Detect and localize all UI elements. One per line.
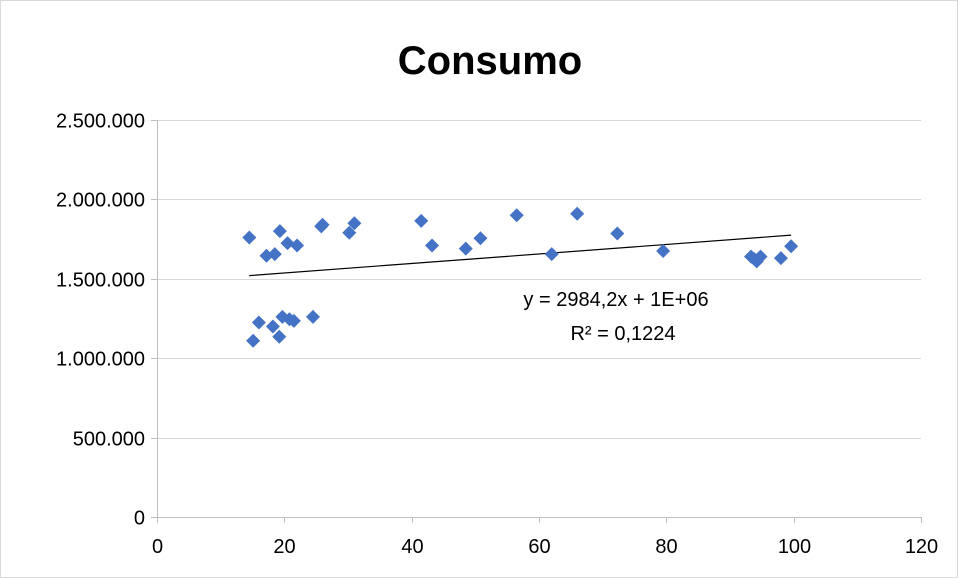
data-point-marker <box>280 236 295 251</box>
data-point-marker <box>272 329 287 344</box>
data-point-marker <box>265 319 280 334</box>
data-point-marker <box>773 251 788 266</box>
y-tick-label: 2.000.000 <box>56 190 145 212</box>
data-point-marker <box>242 230 257 245</box>
y-tick-label: 500.000 <box>73 429 145 451</box>
data-point-marker <box>347 216 362 231</box>
data-point-marker <box>753 249 768 264</box>
data-point-marker <box>425 238 440 253</box>
data-point-marker <box>272 224 287 239</box>
x-tick-label: 60 <box>528 536 550 558</box>
trendline-equation: y = 2984,2x + 1E+06 <box>523 289 708 311</box>
x-tick-label: 0 <box>152 536 163 558</box>
data-point-marker <box>286 313 301 328</box>
data-points <box>242 206 799 348</box>
data-point-marker <box>544 247 559 262</box>
axes <box>157 120 921 518</box>
data-point-marker <box>251 315 266 330</box>
trendline-r-squared: R² = 0,1224 <box>570 323 675 345</box>
data-point-marker <box>570 206 585 221</box>
x-tick-label: 120 <box>905 536 938 558</box>
y-axis-ticks: 0 500.000 1.000.000 1.500.000 2.000.000 2.500… <box>56 111 157 530</box>
gridlines <box>157 120 921 439</box>
data-point-marker <box>305 309 320 324</box>
data-point-marker <box>246 333 261 348</box>
data-point-marker <box>509 208 524 223</box>
data-point-marker <box>458 241 473 256</box>
data-point-marker <box>473 231 488 246</box>
x-tick-label: 20 <box>273 536 295 558</box>
y-tick-label: 0 <box>134 508 145 530</box>
data-point-marker <box>610 226 625 241</box>
data-point-marker <box>656 244 671 259</box>
trendline-group <box>249 234 792 277</box>
x-axis-ticks: 0 20 40 60 80 100 120 <box>152 517 938 558</box>
data-point-marker <box>315 217 330 232</box>
y-tick-label: 1.500.000 <box>56 270 145 292</box>
x-tick-label: 40 <box>401 536 423 558</box>
trendline <box>249 234 792 277</box>
x-tick-label: 80 <box>655 536 677 558</box>
data-point-marker <box>342 225 357 240</box>
data-point-marker <box>267 247 282 262</box>
y-tick-label: 1.000.000 <box>56 349 145 371</box>
data-point-marker <box>290 238 305 253</box>
x-tick-label: 100 <box>778 536 811 558</box>
data-point-marker <box>784 239 799 254</box>
data-point-marker <box>414 213 429 228</box>
y-tick-label: 2.500.000 <box>56 111 145 133</box>
chart-title: Consumo <box>398 39 582 83</box>
